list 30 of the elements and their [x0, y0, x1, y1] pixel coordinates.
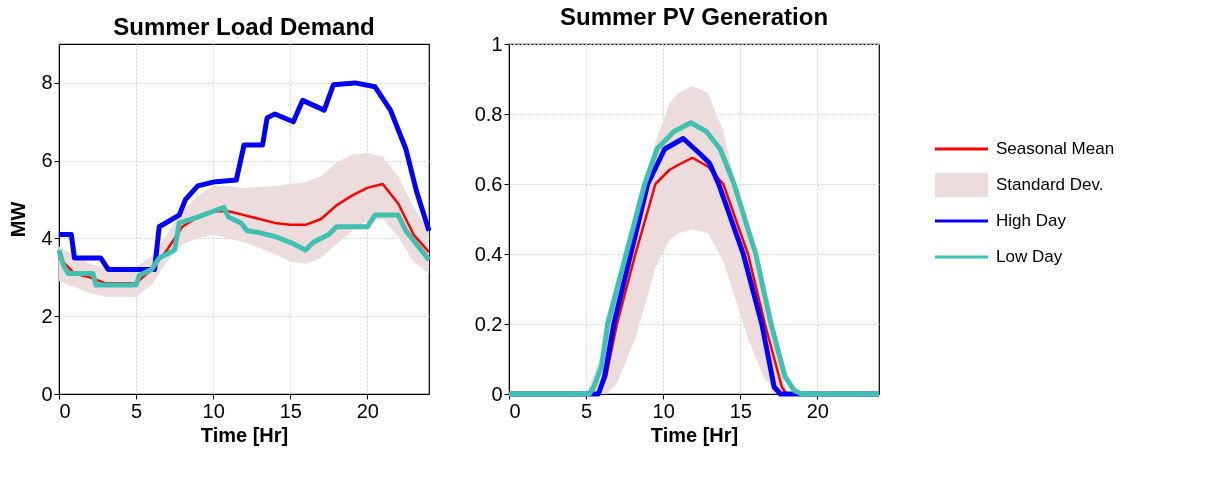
x-tick-label: 20: [356, 399, 379, 422]
chart-title: Summer Load Demand: [113, 13, 375, 40]
y-tick-label: 6: [41, 149, 53, 172]
y-tick-label: 0: [491, 382, 503, 405]
x-tick-label: 10: [652, 399, 675, 422]
y-tick-label: 0.8: [474, 102, 503, 125]
x-tick-label: 10: [202, 399, 225, 422]
y-axis-title: MW: [7, 201, 30, 238]
y-tick-label: 0.2: [474, 312, 503, 335]
y-tick-label: 0: [41, 382, 53, 405]
y-tick-label: 0.6: [474, 172, 503, 195]
legend-label: High Day: [996, 211, 1067, 230]
x-tick-label: 5: [131, 399, 143, 422]
chart-title: Summer PV Generation: [559, 3, 829, 30]
y-tick-label: 2: [41, 304, 53, 327]
x-tick-label: 0: [509, 399, 521, 422]
y-tick-label: 8: [41, 71, 53, 94]
y-tick-label: 4: [41, 226, 53, 249]
x-tick-label: 15: [729, 399, 752, 422]
text: Standard Dev.: [996, 175, 1104, 194]
x-tick-label: 20: [806, 399, 829, 422]
y-tick-label: 1: [491, 32, 503, 55]
x-axis-title: Time [Hr]: [200, 423, 289, 446]
y-tick-label: 0.4: [474, 242, 503, 265]
x-tick-label: 0: [59, 399, 71, 422]
x-tick-label: 15: [279, 399, 302, 422]
legend-label: Low Day: [996, 247, 1063, 266]
x-axis-title: Time [Hr]: [650, 423, 739, 446]
legend-label: Seasonal Mean: [996, 139, 1115, 158]
x-tick-label: 5: [581, 399, 593, 422]
